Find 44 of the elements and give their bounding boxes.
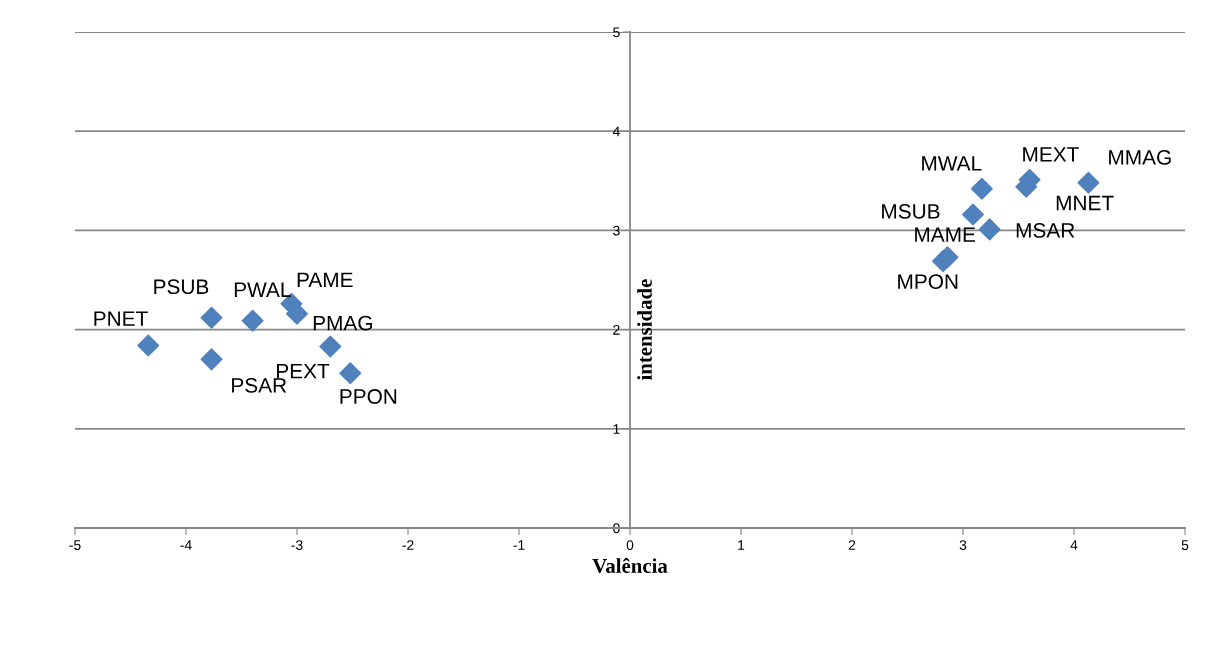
annotation: MSUB	[882, 203, 940, 219]
point	[319, 335, 342, 358]
x-axis-title: Valência	[592, 558, 668, 574]
point	[200, 348, 223, 371]
x-tick-label: 5	[1181, 540, 1189, 551]
annotation: MNET	[1056, 195, 1114, 211]
point	[137, 334, 160, 357]
annotation: PEXT	[277, 363, 330, 379]
x-tick-label: 1	[738, 540, 745, 550]
annotation: PWAL	[234, 282, 291, 297]
point	[970, 177, 993, 200]
point	[961, 203, 984, 226]
x-tick-label: -4	[180, 540, 192, 550]
x-tick-label: 4	[1070, 540, 1078, 550]
x-tick-label: 0	[626, 540, 634, 551]
x-tick-label: -2	[402, 540, 414, 550]
annotation: PSUB	[154, 279, 209, 295]
y-axis-title: intensidade	[637, 279, 652, 381]
y-tick-label: 1	[613, 424, 620, 434]
x-tick-label: -1	[513, 540, 525, 550]
point	[241, 309, 264, 332]
x-tick-label: 3	[959, 540, 967, 551]
annotation: PSAR	[232, 377, 287, 393]
point	[978, 218, 1001, 241]
annotation: MWAL	[922, 156, 982, 171]
annotation: PAME	[297, 272, 353, 287]
y-tick-label: 4	[612, 126, 620, 137]
annotation: MPON	[898, 274, 958, 289]
x-tick-label: -3	[291, 540, 303, 551]
y-tick-label: 3	[613, 225, 620, 236]
annotation: MMAG	[1109, 150, 1171, 165]
point	[339, 362, 362, 385]
annotation: PPON	[340, 389, 397, 404]
annotation: PMAG	[313, 315, 372, 331]
y-tick-label: 2	[613, 324, 620, 335]
y-tick-label: 5	[613, 27, 620, 38]
annotation: MEXT	[1023, 147, 1079, 162]
annotation: MAME	[915, 227, 976, 242]
point	[1077, 171, 1100, 194]
x-tick-label: 2	[848, 540, 856, 550]
x-tick-label: -5	[69, 540, 81, 551]
annotation: MSAR	[1016, 223, 1075, 238]
point	[200, 306, 223, 329]
annotation: PNET	[94, 311, 148, 326]
